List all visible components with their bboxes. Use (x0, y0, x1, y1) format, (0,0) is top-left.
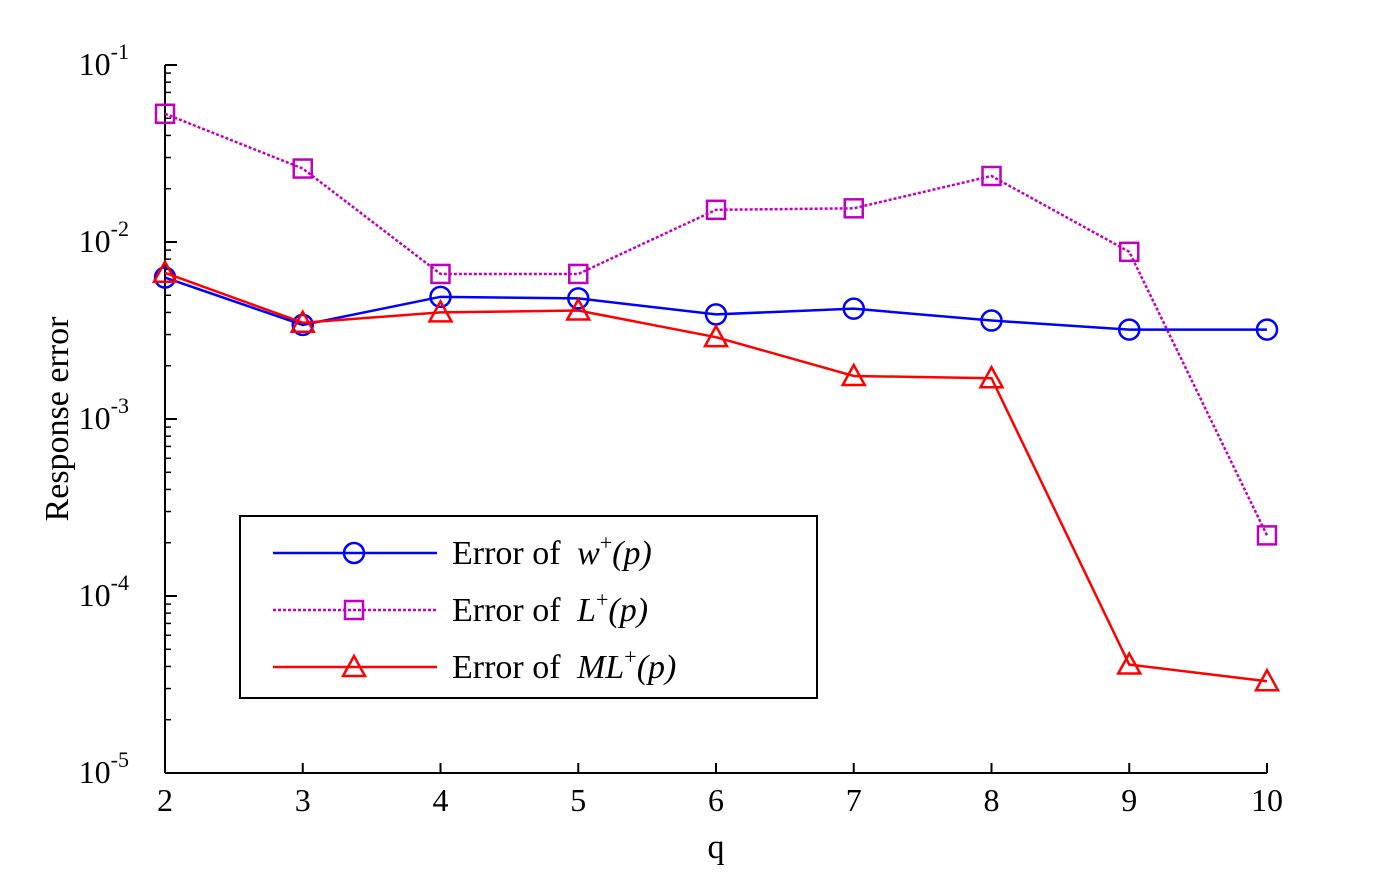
x-tick-label: 7 (846, 782, 862, 818)
x-tick-label: 4 (433, 782, 449, 818)
square-marker (154, 103, 176, 125)
circle-marker (429, 285, 452, 309)
x-tick-label: 10 (1251, 782, 1283, 818)
series-line (164, 112, 1269, 536)
triangle-marker (151, 259, 179, 284)
triangle-marker (840, 362, 867, 387)
square-marker (568, 263, 589, 285)
square-marker (705, 199, 727, 221)
triangle-marker (565, 296, 592, 321)
circle-marker (291, 313, 314, 337)
circle-marker (567, 287, 590, 310)
square-marker (343, 599, 365, 621)
axes: 2 3 4 5 6 7 8 9 10 10-5 10-4 10-3 10-2 10-1 (79, 39, 1283, 818)
circle-marker (342, 541, 366, 565)
series-group (151, 103, 1281, 692)
x-tick-label: 6 (708, 782, 724, 818)
y-tick-label: 10-3 (79, 393, 129, 436)
square-marker (981, 165, 1002, 187)
circle-marker (1255, 318, 1279, 341)
square-marker (292, 158, 313, 179)
x-tick-label: 3 (295, 782, 311, 818)
x-axis-label: q (708, 829, 725, 866)
square-marker (1119, 241, 1140, 263)
x-tick-label: 8 (984, 782, 1000, 818)
x-tick-label: 5 (570, 782, 586, 818)
square-marker (430, 263, 451, 285)
circle-marker (980, 309, 1003, 332)
series-circle (153, 266, 1279, 341)
y-tick-label: 10-1 (79, 39, 129, 82)
series-line (164, 271, 1268, 683)
triangle-marker (1116, 650, 1143, 675)
series-triangle (151, 259, 1281, 692)
series-line (164, 276, 1267, 331)
circle-marker (1118, 318, 1141, 341)
legend-label: Error of L+(p) (452, 587, 648, 629)
square-marker (1256, 525, 1278, 546)
y-tick-label: 10-5 (79, 747, 129, 790)
x-tick-label: 2 (157, 782, 173, 818)
triangle-marker (978, 364, 1005, 389)
triangle-marker (340, 653, 368, 678)
series-square (154, 103, 1278, 546)
legend: Error of w+(p) Error of L+(p) Error of ML+… (239, 515, 818, 699)
triangle-marker (427, 298, 454, 323)
y-axis-label: Response error (39, 316, 76, 522)
triangle-marker (702, 323, 730, 348)
legend-label: Error of ML+(p) (452, 644, 676, 686)
triangle-marker (289, 309, 316, 333)
y-tick-label: 10-4 (79, 570, 129, 613)
circle-marker (842, 297, 865, 320)
x-tick-label: 9 (1121, 782, 1137, 818)
square-marker (843, 198, 864, 219)
legend-label: Error of w+(p) (452, 530, 652, 572)
y-tick-label: 10-2 (79, 216, 129, 259)
triangle-marker (1253, 667, 1281, 692)
